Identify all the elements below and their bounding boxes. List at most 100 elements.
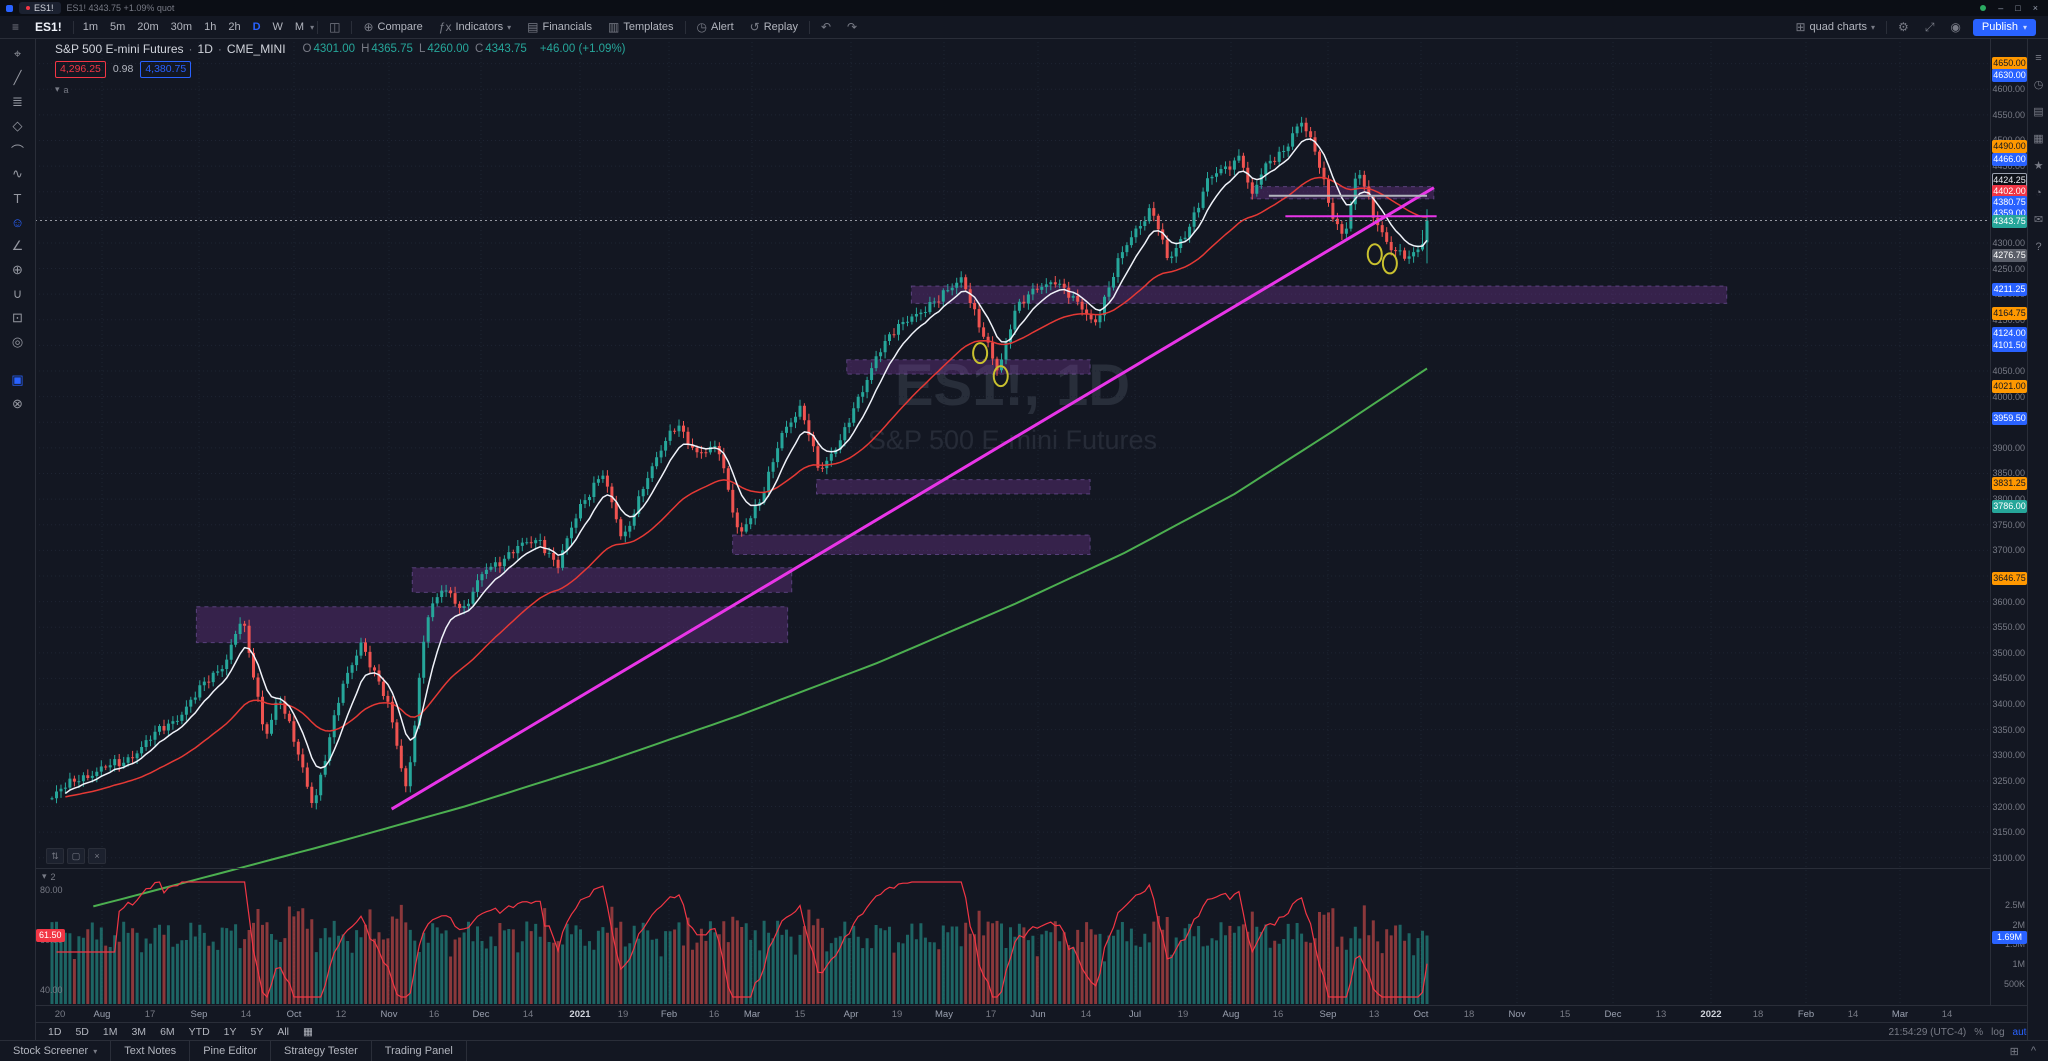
timeframe-20m[interactable]: 20m (137, 21, 159, 33)
time-axis[interactable]: 20 Aug 17 Sep 14 Oct 12 Nov 16 Dec 14 2021 19 Feb 16 Ma… (35, 1005, 2027, 1023)
timeframe-1h[interactable]: 1h (204, 21, 217, 33)
pane-button-0[interactable]: ⇅ (46, 848, 64, 864)
snapshot-button[interactable]: ◉ (1942, 16, 1968, 38)
auto-scale-toggle[interactable]: auto (2012, 1026, 2032, 1038)
range-1Y[interactable]: 1Y (223, 1026, 237, 1038)
replay-button[interactable]: ↺ Replay (742, 16, 806, 38)
magnet-tool-icon[interactable]: ∪ (12, 286, 23, 301)
tab-strategy-tester[interactable]: Strategy Tester (271, 1041, 372, 1061)
emoji-tool-icon[interactable]: ☺ (10, 214, 25, 230)
chat-icon[interactable]: ◔ (2035, 186, 2042, 199)
brush-tool-icon[interactable]: ∿ (12, 166, 23, 181)
tab-stock-screener[interactable]: Stock Screener ▾ (0, 1041, 112, 1061)
templates-button[interactable]: ▥ Templates (600, 16, 681, 38)
percent-scale-toggle[interactable]: % (1974, 1026, 1984, 1038)
publish-caret-icon: ▾ (2022, 22, 2027, 32)
ideas-icon[interactable]: ★ (2033, 160, 2044, 172)
supply-demand-zone (816, 479, 1091, 495)
object-tree-icon[interactable]: ▣ (11, 372, 24, 387)
panel-grid-icon[interactable]: ⊞ (2009, 1045, 2019, 1058)
range-3M[interactable]: 3M (131, 1026, 147, 1038)
trash-tool-icon[interactable]: ⊗ (12, 396, 23, 411)
tab-text-notes[interactable]: Text Notes (111, 1041, 191, 1061)
timeframe-30m[interactable]: 30m (170, 21, 193, 33)
forecast-tool-icon[interactable]: ⌒ (10, 143, 24, 159)
time-label: 18 (1463, 1009, 1475, 1020)
price-scale[interactable]: 4650.004600.004550.004500.004450.004400.… (1990, 38, 2028, 1005)
log-scale-toggle[interactable]: log (1991, 1026, 2005, 1038)
oscillator-line (56, 881, 1428, 999)
undo-button[interactable]: ↶ (813, 16, 839, 38)
zoom-tool-icon[interactable]: ⊕ (12, 262, 23, 277)
menu-button[interactable]: ≡ (4, 16, 27, 38)
range-YTD[interactable]: YTD (188, 1026, 210, 1038)
tab-trading-panel[interactable]: Trading Panel (372, 1041, 467, 1061)
chart-type-button[interactable]: ◫ (321, 16, 348, 38)
timeframe-2h[interactable]: 2h (228, 21, 241, 33)
lock-tool-icon[interactable]: ⊡ (12, 310, 23, 325)
inbox-icon[interactable]: ✉ (2033, 214, 2044, 226)
hotlists-icon[interactable]: ▤ (2033, 106, 2044, 118)
maximize-button[interactable]: □ (2015, 3, 2021, 13)
pane-button-2[interactable]: × (88, 848, 106, 864)
price-badge: 4124.00 (1992, 327, 2027, 341)
trendline-tool-icon[interactable]: ╱ (13, 70, 22, 85)
range-1D[interactable]: 1D (48, 1026, 62, 1038)
redo-button[interactable]: ↷ (839, 16, 865, 38)
go-to-date-button[interactable]: ▦ (296, 1023, 320, 1041)
panel-expand-icon[interactable]: ^ (2030, 1044, 2036, 1057)
compare-button[interactable]: ⊕ Compare (355, 16, 430, 38)
publish-button[interactable]: Publish ▾ (1972, 18, 2036, 36)
timeframe-M[interactable]: M (294, 21, 305, 33)
alert-button[interactable]: ◷ Alert (689, 16, 742, 38)
calendar-icon[interactable]: ▦ (2033, 133, 2044, 145)
symbol-button[interactable]: ES1! (27, 16, 70, 38)
time-label: 16 (708, 1009, 720, 1020)
range-5Y[interactable]: 5Y (250, 1026, 264, 1038)
close-button[interactable]: × (2032, 3, 2038, 13)
settings-button[interactable]: ⚙ (1890, 16, 1917, 38)
supply-demand-zone (846, 359, 1091, 375)
help-icon[interactable]: ? (2035, 240, 2042, 253)
layout-select-button[interactable]: ⊞ quad charts ▾ (1787, 16, 1883, 38)
time-label: Dec (1604, 1009, 1622, 1020)
fib-tool-icon[interactable]: ≣ (12, 94, 23, 109)
layout-grid-icon: ⊞ (1795, 20, 1806, 34)
legend-ohlc: O 4301.00 H 4365.75 L 4260.00 C 4343.75 (297, 43, 527, 55)
pattern-tool-icon[interactable]: ◇ (12, 118, 23, 133)
hide-tool-icon[interactable]: ◎ (11, 334, 24, 349)
chart-legend[interactable]: S&P 500 E-mini Futures · 1D · CME_MINI O… (55, 42, 626, 95)
bottom-tabs-group: Stock Screener ▾ Text Notes Pine Editor Stra… (0, 1041, 467, 1061)
volume-pane-legend[interactable]: ▾ 2 (42, 871, 56, 882)
watchlist-icon[interactable]: ≡ (2035, 51, 2042, 64)
legend-collapse-control[interactable]: ▾ a (55, 84, 626, 95)
pane-button-1[interactable]: ▢ (67, 848, 85, 864)
replay-icon: ↺ (749, 20, 760, 34)
toolbar-separator (317, 20, 319, 34)
templates-icon: ▥ (608, 20, 620, 34)
timeframe-W[interactable]: W (272, 21, 283, 33)
range-5D[interactable]: 5D (75, 1026, 89, 1038)
fullscreen-button[interactable]: ⤢ (1917, 16, 1943, 38)
financials-button[interactable]: ▤ Financials (519, 16, 600, 38)
timeframe-1m[interactable]: 1m (82, 21, 98, 33)
window-tab[interactable]: ES1! (19, 2, 61, 14)
tab-pine-editor[interactable]: Pine Editor (190, 1041, 271, 1061)
measure-tool-icon[interactable]: ∠ (11, 238, 24, 253)
range-6M[interactable]: 6M (160, 1026, 175, 1038)
minimize-button[interactable]: – (1998, 3, 2004, 13)
range-1M[interactable]: 1M (102, 1026, 118, 1038)
crosshair-tool-icon[interactable]: ⌖ (13, 46, 22, 61)
indicators-button[interactable]: ƒx Indicators ▾ (431, 16, 519, 38)
price-badge: 4164.75 (1992, 306, 2027, 320)
alerts-icon[interactable]: ◷ (2033, 79, 2044, 91)
range-All[interactable]: All (277, 1026, 290, 1038)
text-tool-icon[interactable]: T (13, 190, 22, 206)
timeframe-D[interactable]: D (252, 21, 261, 33)
timeframe-5m[interactable]: 5m (109, 21, 126, 33)
main-toolbar: ≡ ES1! 1m 5m 20m 30m 1h 2h D W M ▾ ◫ ⊕ Compare ƒx… (0, 16, 2048, 39)
timeframe-more-icon[interactable]: ▾ (310, 22, 315, 32)
volume-tick-label: 500K (2003, 979, 2025, 990)
toolbar-separator (1886, 20, 1888, 34)
